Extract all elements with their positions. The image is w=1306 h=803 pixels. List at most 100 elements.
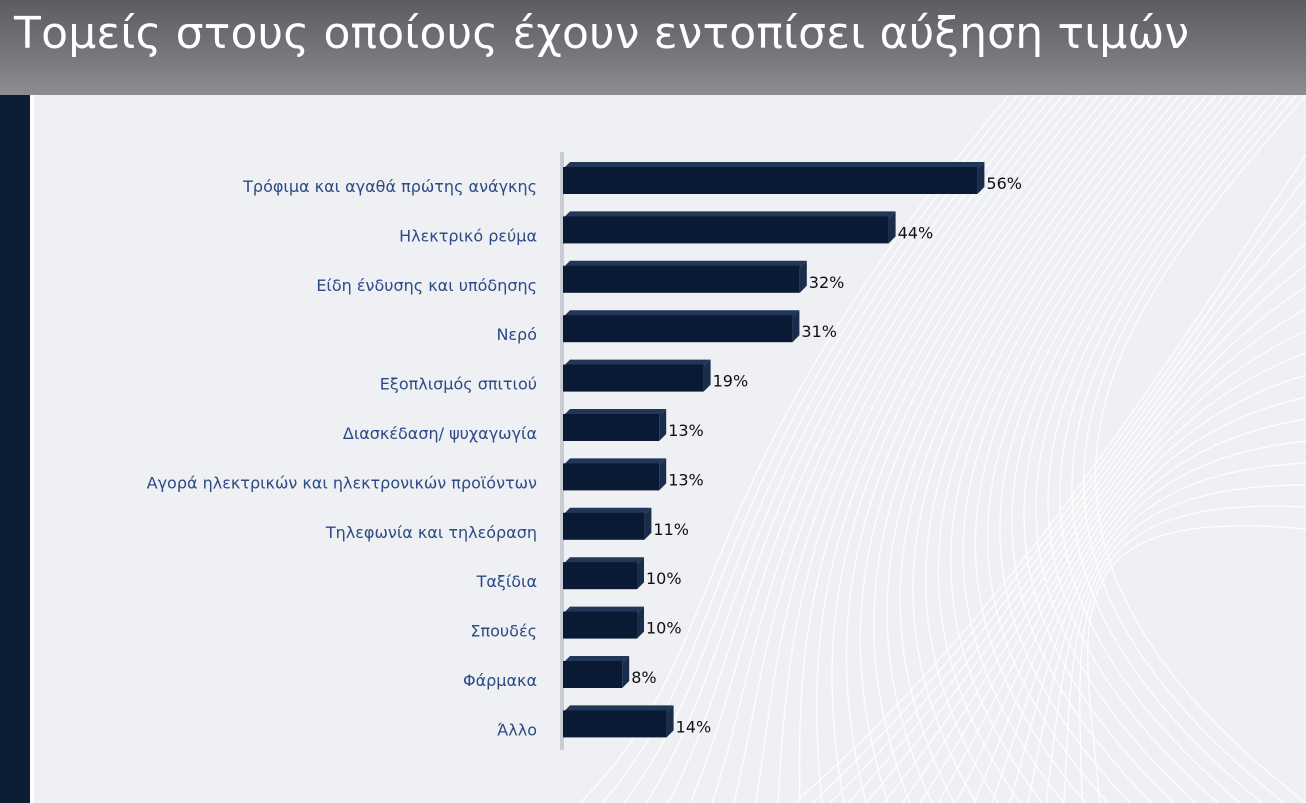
background-line xyxy=(937,95,1190,803)
category-label: Εξοπλισμός σπιτιού xyxy=(380,375,537,394)
bar-side xyxy=(622,656,630,688)
bar xyxy=(563,364,704,392)
bar xyxy=(563,710,667,738)
background-line xyxy=(873,95,1145,803)
data-label: 8% xyxy=(631,668,656,687)
background-line xyxy=(755,95,1082,803)
background-line xyxy=(859,95,1136,803)
category-label: Αγορά ηλεκτρικών και ηλεκτρονικών προϊόν… xyxy=(147,473,537,492)
background-line xyxy=(831,95,1118,803)
background-line xyxy=(886,95,1154,803)
bar-side xyxy=(644,507,652,540)
data-label: 31% xyxy=(801,322,837,341)
bar-side xyxy=(659,409,667,441)
category-label: Διασκέδαση/ ψυχαγωγία xyxy=(343,424,537,443)
background-line xyxy=(777,95,1091,803)
y-axis-line xyxy=(560,152,564,750)
bar-side xyxy=(799,260,807,293)
left-strip-edge xyxy=(30,95,34,803)
data-label: 13% xyxy=(668,470,704,489)
background-line xyxy=(973,374,1306,803)
data-label: 13% xyxy=(668,421,704,440)
data-label: 32% xyxy=(809,273,845,292)
left-accent-strip xyxy=(0,95,30,803)
background-line xyxy=(987,95,1226,803)
bar xyxy=(563,414,660,441)
background-line xyxy=(991,396,1306,803)
bar xyxy=(563,562,637,590)
background-line xyxy=(815,95,1109,803)
bar-side xyxy=(703,359,711,392)
bar xyxy=(563,512,645,540)
background-line xyxy=(1094,95,1306,803)
background-line xyxy=(901,286,1306,803)
category-label: Ταξίδια xyxy=(476,572,537,591)
bar-side xyxy=(637,606,644,639)
background-line xyxy=(924,95,1181,803)
background-line xyxy=(1087,525,1306,803)
background-line xyxy=(999,95,1235,803)
background-line xyxy=(974,95,1217,803)
title-bar: Τομείς στους οποίους έχουν εντοπίσει αύξ… xyxy=(0,0,1306,95)
category-label: Άλλο xyxy=(497,720,537,739)
background-line xyxy=(1071,95,1289,803)
bar-side xyxy=(888,211,896,244)
background-line xyxy=(667,95,1046,803)
bar xyxy=(563,265,800,293)
background-line xyxy=(733,95,1073,803)
bar-side xyxy=(666,705,674,738)
background-line xyxy=(899,95,1163,803)
category-label: Σπουδές xyxy=(470,622,537,641)
bar-side xyxy=(977,162,985,194)
background-line xyxy=(711,95,1064,803)
bar xyxy=(563,167,978,194)
background-line xyxy=(811,176,1306,803)
bar xyxy=(563,463,660,491)
background-line xyxy=(1011,95,1244,803)
background-line xyxy=(1063,484,1306,803)
background-line xyxy=(1009,418,1306,803)
background-line-pattern xyxy=(579,95,1306,803)
category-label: Νερό xyxy=(496,325,537,344)
background-line xyxy=(793,154,1306,803)
data-label: 11% xyxy=(653,520,689,539)
background-line xyxy=(962,95,1208,803)
bar xyxy=(563,216,889,244)
category-label: Τηλεφωνία και τηλεόραση xyxy=(325,523,537,542)
bar-side xyxy=(792,310,800,343)
category-label: Είδη ένδυσης και υπόδησης xyxy=(316,276,537,295)
category-label: Ηλεκτρικό ρεύμα xyxy=(399,226,537,245)
bar xyxy=(563,315,793,343)
background-line xyxy=(1045,462,1306,803)
category-label: Τρόφιμα και αγαθά πρώτης ανάγκης xyxy=(242,177,537,196)
background-line xyxy=(645,95,1037,803)
background-line xyxy=(1047,95,1271,803)
data-label: 19% xyxy=(713,372,749,391)
data-label: 56% xyxy=(986,174,1022,193)
data-label: 14% xyxy=(676,717,712,736)
background-line xyxy=(883,264,1306,803)
background-line xyxy=(937,330,1306,803)
background-line xyxy=(1083,95,1298,803)
bar xyxy=(563,611,637,639)
background-line xyxy=(847,220,1306,803)
background-line xyxy=(1027,440,1306,803)
category-label: Φάρμακα xyxy=(463,671,537,690)
data-label: 44% xyxy=(898,223,934,242)
page-title: Τομείς στους οποίους έχουν εντοπίσει αύξ… xyxy=(14,8,1190,59)
bar-side xyxy=(637,557,644,590)
background-line xyxy=(1079,505,1306,803)
background-line xyxy=(919,308,1306,803)
background-line xyxy=(1035,95,1262,803)
background-line xyxy=(798,95,1100,803)
background-line xyxy=(829,198,1306,803)
bar xyxy=(563,661,623,688)
background-line xyxy=(865,242,1306,803)
data-label: 10% xyxy=(646,569,682,588)
background-line xyxy=(1059,95,1280,803)
bar-side xyxy=(659,458,667,491)
background-line xyxy=(689,95,1055,803)
background-line xyxy=(955,352,1306,803)
data-label: 10% xyxy=(646,619,682,638)
